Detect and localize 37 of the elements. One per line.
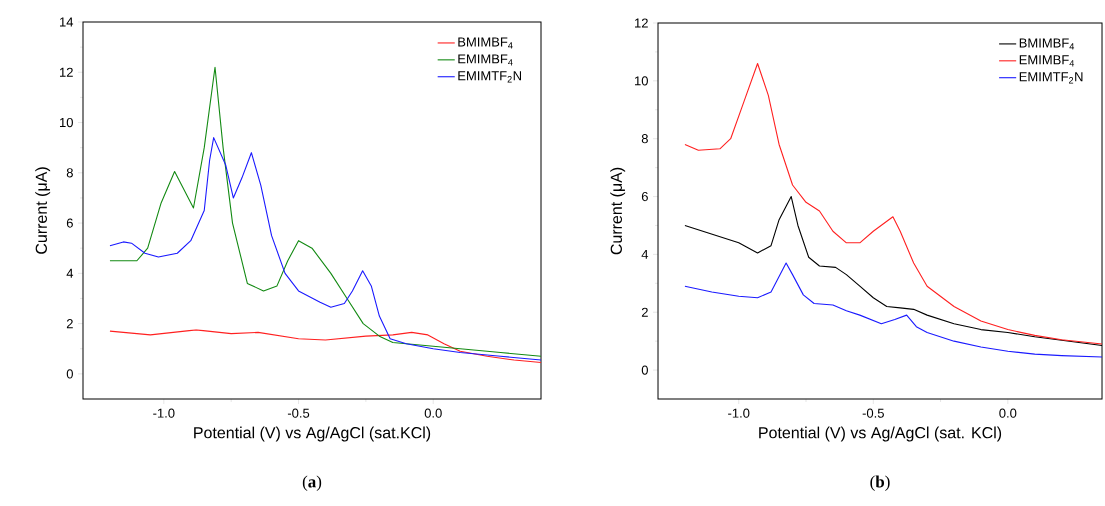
y-tick-label: 0 (641, 365, 648, 375)
legend-label: EMIMTF$_{2}$N (458, 71, 522, 83)
y-tick-label: 4 (66, 268, 74, 278)
x-axis-title: Potential (V) vs Ag/AgCl (sat. KCl) (759, 426, 1002, 442)
legend-label: EMIMBF$_{4}$ (458, 54, 513, 66)
y-tick-label: 14 (60, 17, 74, 27)
x-tick-label: -0.5 (862, 408, 884, 418)
legend-label: BMIMBF$_{4}$ (458, 37, 513, 49)
x-tick-label: -0.5 (287, 408, 310, 418)
y-tick-label: 10 (635, 76, 648, 86)
y-tick-label: 2 (641, 307, 648, 317)
line-series (684, 262, 1103, 358)
y-tick-label: 8 (66, 168, 73, 178)
legend-label: EMIMTF$_{2}$N (1019, 72, 1083, 84)
x-axis-title: Potential (V) vs Ag/AgCl (sat.KCl) (194, 426, 431, 442)
y-tick-label: 4 (641, 249, 649, 259)
y-axis-title: Current (μA) (35, 167, 51, 254)
line-series (109, 329, 542, 364)
y-tick-label: 6 (66, 218, 73, 228)
y-tick-label: 8 (641, 134, 648, 144)
y-tick-label: 6 (641, 191, 648, 202)
line-series (109, 137, 542, 361)
y-tick-label: 10 (60, 117, 73, 128)
legend-label: EMIMBF$_{4}$ (1019, 55, 1075, 67)
x-tick-label: -1.0 (728, 408, 750, 418)
x-tick-label: 0.0 (999, 408, 1017, 418)
y-tick-label: 12 (635, 18, 648, 28)
text: (a) (302, 475, 322, 491)
y-tick-label: 12 (60, 67, 73, 77)
x-tick-label: 0.0 (424, 408, 442, 418)
y-tick-label: 2 (66, 319, 73, 329)
y-axis-title: Current (μA) (610, 167, 626, 255)
text: (b) (870, 475, 890, 491)
y-tick-label: 0 (66, 369, 73, 379)
x-tick-label: -1.0 (153, 408, 175, 418)
legend-label: BMIMBF$_{4}$ (1019, 38, 1075, 50)
line-series (109, 66, 542, 357)
